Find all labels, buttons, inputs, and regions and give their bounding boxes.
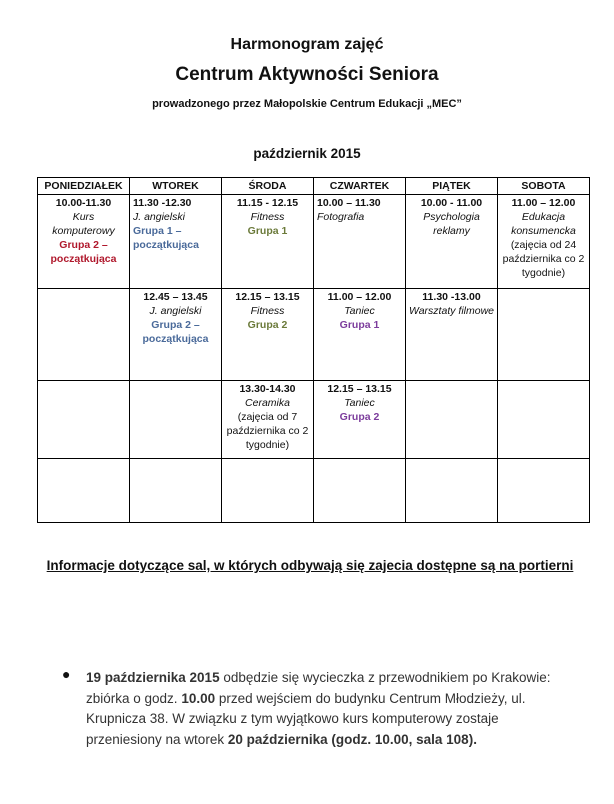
class-cell: 10.00 - 11.00 Psychologia reklamy <box>405 194 498 289</box>
class-cell: 12.15 – 13.15 Taniec Grupa 2 <box>313 380 406 459</box>
class-time: 11.00 – 12.00 <box>327 291 392 303</box>
class-time: 10.00 – 11.30 <box>317 197 381 209</box>
day-header: ŚRODA <box>221 177 314 195</box>
class-cell: 11.15 - 12.15 Fitness Grupa 1 <box>221 194 314 289</box>
class-time: 11.30 -13.00 <box>422 291 481 303</box>
notice-time: 10.00 <box>181 690 216 706</box>
class-time: 11.00 – 12.00 <box>511 197 576 209</box>
class-time: 12.45 – 13.45 <box>143 291 208 303</box>
class-group: Grupa 2 – początkująca <box>50 239 117 265</box>
class-title: Warsztaty filmowe <box>409 305 494 317</box>
class-time: 11.30 -12.30 <box>133 197 192 209</box>
class-time: 10.00-11.30 <box>55 197 112 209</box>
class-group: Grupa 2 <box>339 411 380 423</box>
empty-cell <box>497 288 590 381</box>
empty-cell <box>129 380 222 459</box>
empty-cell <box>37 380 130 459</box>
class-time: 12.15 – 13.15 <box>327 383 392 395</box>
empty-cell <box>405 458 498 523</box>
class-time: 10.00 - 11.00 <box>420 197 483 209</box>
schedule-table: PONIEDZIAŁEK WTOREK ŚRODA CZWARTEK PIĄTE… <box>37 177 590 523</box>
class-time: 12.15 – 13.15 <box>235 291 300 303</box>
class-title: Fitness <box>250 211 285 223</box>
day-header: SOBOTA <box>497 177 590 195</box>
class-note: (zajęcia od 7 października co 2 tygodnie… <box>226 411 309 451</box>
day-header: PONIEDZIAŁEK <box>37 177 130 195</box>
class-title: J. angielski <box>149 305 202 317</box>
doc-subtitle: Centrum Aktywności Seniora <box>175 64 439 85</box>
class-title: Fitness <box>250 305 285 317</box>
class-title: J. angielski <box>133 211 185 223</box>
class-group: Grupa 1 <box>339 319 380 331</box>
empty-cell <box>129 458 222 523</box>
class-title: Ceramika <box>245 397 290 409</box>
class-title: Fotografia <box>317 211 365 223</box>
bullet-icon: ● <box>62 666 71 682</box>
class-group: Grupa 2 – początkująca <box>142 319 209 345</box>
class-title: Taniec <box>344 305 375 317</box>
room-info: Informacje dotyczące sal, w których odby… <box>46 558 574 573</box>
empty-cell <box>497 380 590 459</box>
notice-paragraph: 19 października 2015 odbędzie się wyciec… <box>86 668 556 750</box>
class-cell: 11.30 -13.00 Warsztaty filmowe <box>405 288 498 381</box>
class-title: Edukacja konsumencka <box>511 211 576 237</box>
class-cell: 10.00 – 11.30 Fotografia <box>313 194 406 289</box>
class-title: Psychologia reklamy <box>423 211 480 237</box>
empty-cell <box>313 458 406 523</box>
class-group: Grupa 2 <box>247 319 288 331</box>
class-time: 11.15 - 12.15 <box>236 197 299 209</box>
class-title: Taniec <box>344 397 375 409</box>
empty-cell <box>405 380 498 459</box>
notice-text: przed wejściem do budynku Centrum Młodzi… <box>86 690 526 747</box>
day-header: WTOREK <box>129 177 222 195</box>
day-header: CZWARTEK <box>313 177 406 195</box>
empty-cell <box>221 458 314 523</box>
class-cell: 12.15 – 13.15 Fitness Grupa 2 <box>221 288 314 381</box>
class-note: (zajęcia od 24 października co 2 tygodni… <box>502 239 585 279</box>
class-title: Kurs komputerowy <box>52 211 115 237</box>
class-cell: 11.00 – 12.00 Taniec Grupa 1 <box>313 288 406 381</box>
empty-cell <box>497 458 590 523</box>
class-time: 13.30-14.30 <box>239 383 296 395</box>
class-cell: 10.00-11.30 Kurs komputerowy Grupa 2 – poc… <box>37 194 130 289</box>
class-group: Grupa 1 <box>247 225 288 237</box>
notice-date: 19 października 2015 <box>86 670 220 685</box>
class-cell: 13.30-14.30 Ceramika (zajęcia od 7 paździe… <box>221 380 314 459</box>
notice-text: odbędzie się wycieczka z przewodnikiem p… <box>86 670 551 706</box>
class-cell: 11.00 – 12.00 Edukacja konsumencka (zajęci… <box>497 194 590 289</box>
empty-cell <box>37 458 130 523</box>
doc-org: prowadzonego przez Małopolskie Centrum E… <box>152 98 462 110</box>
empty-cell <box>37 288 130 381</box>
class-cell: 12.45 – 13.45 J. angielski Grupa 2 – począ… <box>129 288 222 381</box>
class-cell: 11.30 -12.30 J. angielski Grupa 1 – począt… <box>129 194 222 289</box>
notice-new-date: 20 października (godz. 10.00, sala 108). <box>227 731 477 747</box>
class-group: Grupa 1 – początkująca <box>133 225 199 251</box>
day-header: PIĄTEK <box>405 177 498 195</box>
doc-title: Harmonogram zajęć <box>230 36 384 53</box>
doc-month: październik 2015 <box>253 146 361 161</box>
